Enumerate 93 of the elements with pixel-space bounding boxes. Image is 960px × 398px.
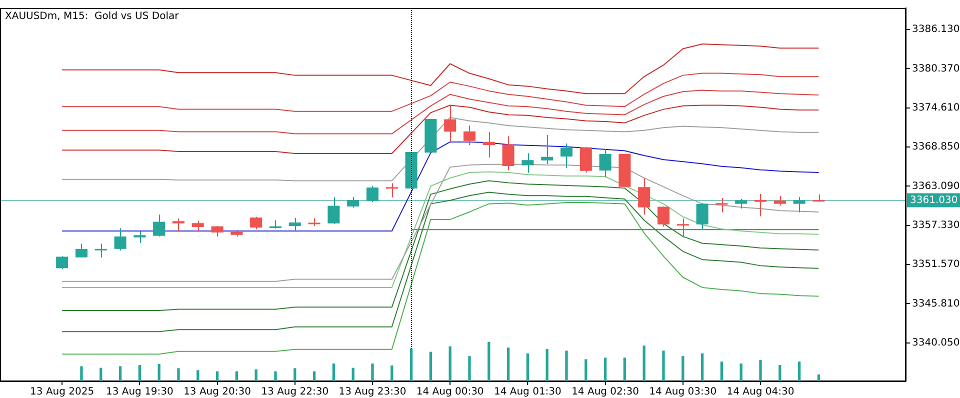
candlestick [366,185,379,203]
candlestick [657,206,670,228]
bar [778,365,782,381]
bar [80,366,83,381]
ref-line-label: 3361.030 [910,194,958,206]
bar [274,371,277,381]
candlestick [56,256,68,270]
x-tick-label: 14 Aug 02:30 [572,386,640,398]
bar [371,364,374,381]
candlestick [114,228,126,252]
y-tick-label: 3351.570 [912,259,960,270]
x-tick-label: 13 Aug 22:30 [261,386,329,398]
candlestick [172,218,184,232]
bar [817,374,820,381]
candlestick [754,194,767,217]
bar [118,366,122,381]
candlestick [211,226,224,237]
x-tick-label: 13 Aug 19:30 [106,386,174,398]
bar [700,353,704,381]
y-tick-label: 3368.850 [912,142,960,153]
candlestick [541,134,554,164]
candlestick [134,231,146,244]
bar [662,350,665,381]
bar [312,371,316,381]
bar [506,348,510,381]
candlestick [716,197,728,213]
candlestick [482,132,495,158]
bar [682,356,684,381]
bar [235,371,238,381]
bar [526,353,530,381]
bar [740,364,742,381]
bar [332,364,336,381]
candlestick [793,196,806,213]
y-tick-label: 3374.610 [912,102,960,114]
bar [720,362,724,381]
candlestick [560,142,573,168]
candlestick [192,220,204,232]
bar [196,370,200,381]
bar [623,358,626,381]
bar [254,369,258,381]
candlestick [463,124,476,146]
bar [604,358,607,381]
candlestick [774,195,786,206]
candlestick [522,152,534,174]
y-tick-label: 3345.810 [912,298,960,310]
bar [468,356,471,381]
candlestick [75,243,88,258]
bar [584,359,588,381]
bar [410,348,413,381]
x-tick-label: 14 Aug 00:30 [416,386,484,398]
bar [565,350,568,381]
candlestick [94,243,107,258]
candlestick [153,214,166,237]
candlestick [735,198,748,209]
candlestick [347,196,360,208]
y-tick-label: 3357.330 [912,220,960,231]
x-tick-label: 14 Aug 01:30 [494,386,562,398]
candlestick [696,202,708,230]
candlestick [328,196,340,225]
candlestick [676,218,689,238]
candlestick [444,104,456,142]
y-tick-label: 3380.370 [912,63,960,74]
x-tick-label: 13 Aug 23:30 [338,386,406,398]
bar [158,364,160,381]
bar [642,346,646,381]
y-tick-label: 3340.050 [912,337,960,348]
bar [429,352,432,381]
bar [177,368,180,381]
candlestick [288,217,301,231]
bar [448,346,452,381]
x-tick-label: 13 Aug 2025 [30,386,94,398]
x-tick-label: 14 Aug 04:30 [726,386,794,398]
candlestick [638,178,650,216]
bar [100,368,102,381]
bar [798,362,801,381]
y-tick-label: 3363.090 [912,180,960,192]
chart-title: XAUUSDm, M15: Gold vs US Dolar [4,11,180,22]
bar [138,365,142,381]
bar [216,371,219,381]
candlestick [599,148,612,178]
x-tick-label: 13 Aug 20:30 [184,386,252,398]
x-tick-label: 14 Aug 03:30 [649,386,717,398]
y-tick-label: 3386.130 [912,24,960,36]
bar [294,368,296,381]
candlestick [580,146,592,173]
bar [390,365,394,381]
bar [759,360,762,381]
bar [352,368,354,381]
candlestick [250,216,262,230]
bar [546,349,548,381]
candlestick [386,182,398,198]
candlestick [502,136,514,171]
bar [488,342,490,381]
